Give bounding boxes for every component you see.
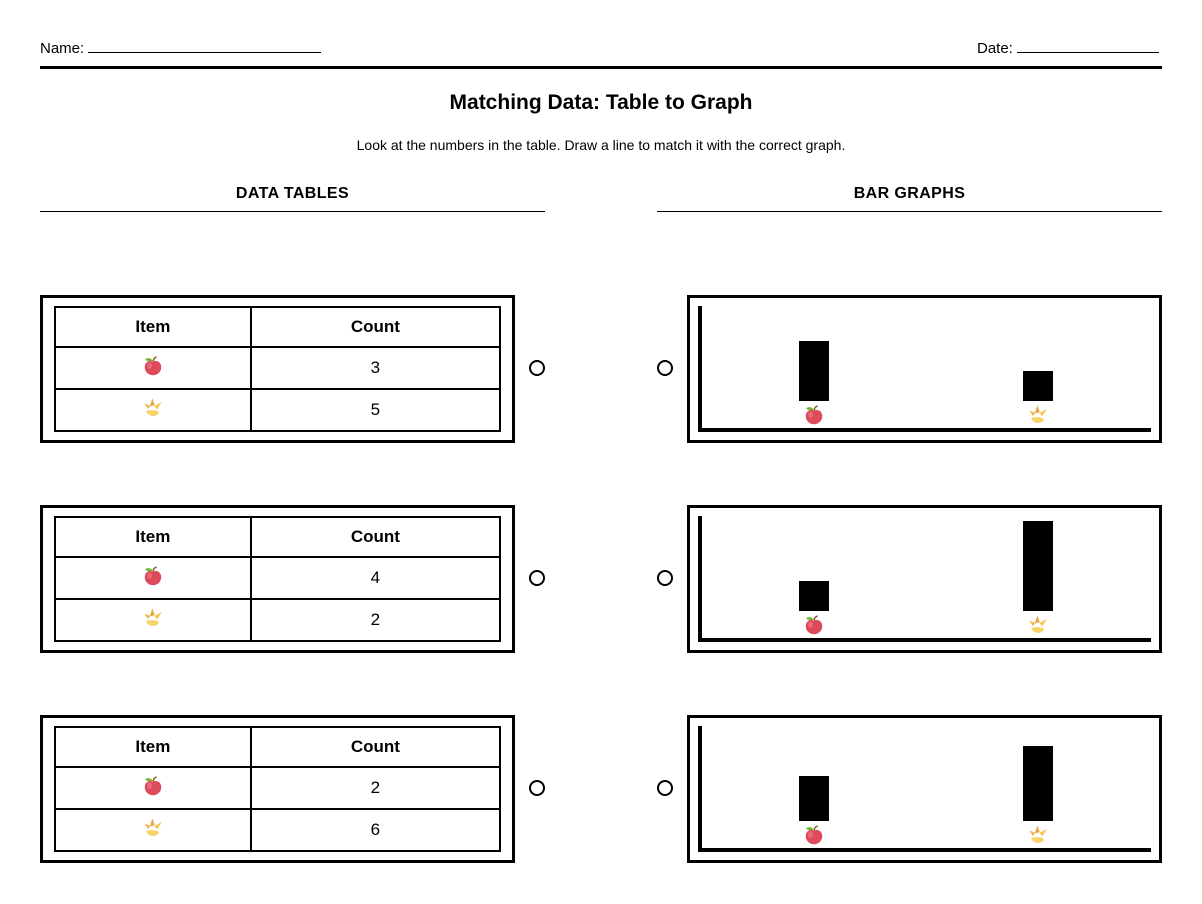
apple-bar [799,341,829,401]
banana-bar [1023,371,1053,401]
table-row: 2 [54,766,502,810]
page-title: Matching Data: Table to Graph [449,91,753,114]
name-blank-line[interactable] [88,39,322,53]
name-field: Name: [40,39,322,57]
count-cell: 5 [249,388,502,432]
count-cell: 3 [249,346,502,390]
table-header-count: Count [249,306,502,348]
bar-graphs-heading: BAR GRAPHS [657,185,1162,212]
graph-column [784,776,844,846]
bar-graph [687,715,1162,863]
apple-bar [799,581,829,611]
data-tables-heading: DATA TABLES [40,185,545,212]
match-point-graph[interactable] [657,780,673,796]
bar-graph [687,505,1162,653]
match-point-table[interactable] [529,570,545,586]
banana-icon [1027,404,1049,426]
apple-icon [142,775,164,797]
table-header-count: Count [249,726,502,768]
match-point-graph[interactable] [657,360,673,376]
graph-column [784,581,844,636]
banana-bar [1023,746,1053,821]
match-point-table[interactable] [529,780,545,796]
x-axis [698,848,1151,852]
apple-icon [803,824,825,846]
graph-column [1008,371,1068,426]
item-cell [54,808,252,852]
apple-bar [799,776,829,821]
apple-icon [142,565,164,587]
date-label: Date: [977,40,1013,57]
table-row: 3 [54,346,502,390]
banana-bar [1023,521,1053,611]
bar-graph [687,295,1162,443]
table-row: 6 [54,808,502,852]
date-blank-line[interactable] [1016,39,1159,53]
data-table: Item Count 2 6 [40,715,515,863]
y-axis [698,516,702,642]
banana-icon [142,397,164,419]
match-point-graph[interactable] [657,570,673,586]
table-row: 5 [54,388,502,432]
table-header-item: Item [54,726,252,768]
header-divider [40,66,1162,69]
data-table: Item Count 3 5 [40,295,515,443]
data-table: Item Count 4 2 [40,505,515,653]
x-axis [698,428,1151,432]
item-cell [54,766,252,810]
graph-column [1008,746,1068,846]
count-cell: 6 [249,808,502,852]
item-cell [54,598,252,642]
banana-icon [142,607,164,629]
graph-column [784,341,844,426]
match-row: Item Count 3 5 [0,293,1202,445]
item-cell [54,388,252,432]
count-cell: 2 [249,598,502,642]
count-cell: 2 [249,766,502,810]
item-cell [54,346,252,390]
y-axis [698,306,702,432]
date-field: Date: [977,39,1159,57]
banana-icon [1027,824,1049,846]
match-row: Item Count 2 6 [0,713,1202,865]
table-row: 4 [54,556,502,600]
count-cell: 4 [249,556,502,600]
banana-icon [1027,614,1049,636]
match-point-table[interactable] [529,360,545,376]
x-axis [698,638,1151,642]
table-header-item: Item [54,516,252,558]
apple-icon [142,355,164,377]
name-label: Name: [40,40,85,57]
match-row: Item Count 4 2 [0,503,1202,655]
y-axis [698,726,702,852]
banana-icon [142,817,164,839]
apple-icon [803,614,825,636]
table-row: 2 [54,598,502,642]
graph-column [1008,521,1068,636]
instructions-text: Look at the numbers in the table. Draw a… [356,137,846,153]
table-header-item: Item [54,306,252,348]
apple-icon [803,404,825,426]
item-cell [54,556,252,600]
table-header-count: Count [249,516,502,558]
